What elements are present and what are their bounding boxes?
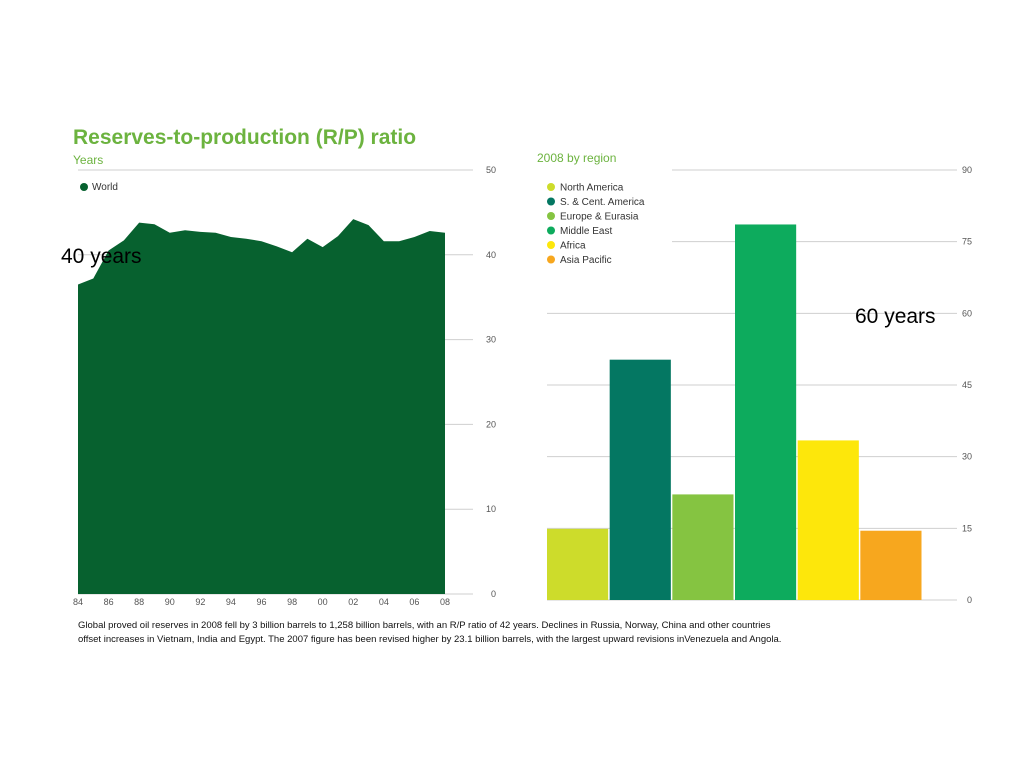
bar-europe-eurasia [672,494,734,600]
bar-north-america [547,528,609,600]
legend-label-europe-eurasia: Europe & Eurasia [560,212,639,223]
legend-label-asia-pacific: Asia Pacific [560,255,612,266]
legend-dot-world [80,183,88,191]
annotation-40-years: 40 years [61,245,142,268]
footnote-line-1: Global proved oil reserves in 2008 fell … [78,620,771,631]
left-x-tick-98: 98 [287,597,297,607]
right-y-tick-15: 15 [962,523,972,533]
legend-label-s-cent-america: S. & Cent. America [560,197,645,208]
legend-dot-asia-pacific [547,255,555,264]
right-y-tick-90: 90 [962,165,972,175]
bar-asia-pacific [860,530,922,600]
world-area-series [78,219,445,594]
footnote-line-2: offset increases in Vietnam, India and E… [78,634,782,645]
bar-s-cent-america [609,359,671,600]
left-y-tick-0: 0 [491,589,496,599]
annotation-60-years: 60 years [855,305,936,328]
left-x-tick-88: 88 [134,597,144,607]
left-y-tick-50: 50 [486,165,496,175]
left-x-tick-84: 84 [73,597,83,607]
legend-label-world: World [92,182,118,193]
left-x-tick-08: 08 [440,597,450,607]
left-x-tick-96: 96 [256,597,266,607]
legend-dot-north-america [547,183,555,191]
left-x-tick-04: 04 [379,597,389,607]
right-chart-subtitle: 2008 by region [537,151,617,165]
legend-dot-africa [547,241,555,249]
right-y-tick-0: 0 [967,595,972,605]
left-x-tick-90: 90 [165,597,175,607]
legend-dot-europe-eurasia [547,212,555,220]
left-x-tick-06: 06 [409,597,419,607]
left-y-tick-40: 40 [486,250,496,260]
left-x-tick-94: 94 [226,597,236,607]
right-y-tick-60: 60 [962,308,972,318]
chart-title: Reserves-to-production (R/P) ratio [73,126,417,149]
legend-label-africa: Africa [560,241,586,252]
left-x-tick-86: 86 [104,597,114,607]
left-x-tick-02: 02 [348,597,358,607]
right-y-tick-30: 30 [962,452,972,462]
left-x-tick-92: 92 [195,597,205,607]
legend-label-north-america: North America [560,183,624,194]
left-y-tick-20: 20 [486,419,496,429]
legend-label-middle-east: Middle East [560,226,612,237]
left-y-tick-30: 30 [486,335,496,345]
bar-africa [797,440,859,600]
footnote: Global proved oil reserves in 2008 fell … [78,619,938,647]
bar-middle-east [735,224,797,600]
right-y-tick-75: 75 [962,237,972,247]
left-x-tick-00: 00 [318,597,328,607]
legend-dot-s-cent-america [547,197,555,206]
left-chart-unit-label: Years [73,153,104,167]
legend-dot-middle-east [547,226,555,235]
left-y-tick-10: 10 [486,504,496,514]
right-y-tick-45: 45 [962,380,972,390]
